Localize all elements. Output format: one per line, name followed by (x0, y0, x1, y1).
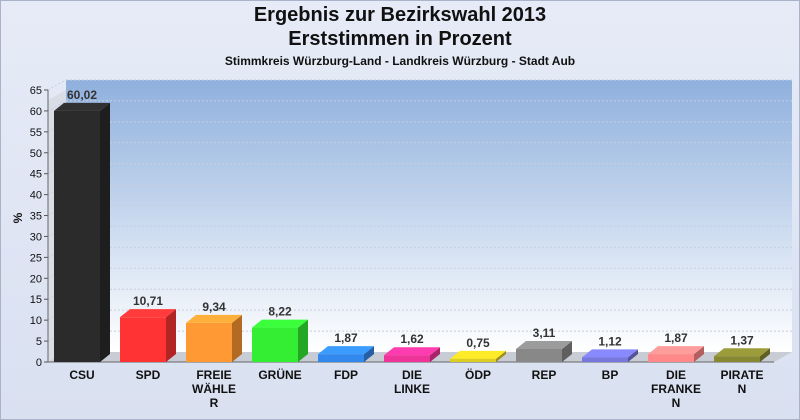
category-label: FREIE (196, 368, 231, 382)
category-label: N (738, 382, 747, 396)
y-tick-label: 5 (36, 336, 42, 348)
bar-side (100, 102, 110, 362)
y-tick-label: 35 (30, 211, 42, 223)
bar (450, 358, 496, 362)
bar-value-label: 3,11 (533, 326, 556, 340)
y-axis-title: % (11, 212, 25, 223)
bar-value-label: 0,75 (466, 336, 490, 350)
plot-back-wall (66, 80, 792, 352)
category-label: DIE (402, 368, 422, 382)
bar (516, 348, 562, 362)
bar-value-label: 60,02 (67, 88, 97, 102)
bar-value-label: 8,22 (268, 305, 292, 319)
bar-value-label: 9,34 (202, 300, 226, 314)
category-label: DIE (666, 368, 686, 382)
bar-value-label: 1,12 (598, 334, 622, 348)
bar-top (384, 347, 440, 356)
y-tick-label: 30 (30, 231, 42, 243)
chart-region: Stimmkreis Würzburg-Land - Landkreis Wür… (224, 54, 576, 68)
bar (186, 322, 232, 362)
bar-value-label: 1,62 (400, 332, 424, 346)
bar-top (252, 319, 308, 328)
bar-top (318, 346, 374, 355)
category-label: ÖDP (465, 367, 491, 382)
y-tick-label: 50 (30, 148, 42, 160)
bar (252, 327, 298, 362)
chart-title: Ergebnis zur Bezirkswahl 2013 (253, 4, 547, 26)
category-label: WÄHLE (192, 381, 236, 396)
bar-value-label: 1,37 (730, 333, 754, 347)
bar-value-label: 1,87 (664, 331, 688, 345)
y-tick-label: 15 (30, 294, 42, 306)
category-label: PIRATE (720, 368, 763, 382)
category-label: FRANKE (651, 382, 701, 396)
y-tick-label: 55 (30, 127, 42, 139)
bar-side (562, 340, 572, 362)
y-tick-label: 25 (30, 252, 42, 264)
bar-top (54, 102, 110, 111)
y-tick-label: 60 (30, 106, 42, 118)
bar-top (648, 346, 704, 355)
bar-top (120, 309, 176, 318)
bar-side (430, 347, 440, 362)
bar (318, 354, 364, 362)
bar-side (166, 309, 176, 362)
bar (582, 357, 628, 362)
gridline-wall (47, 79, 67, 91)
category-label: BP (602, 368, 619, 382)
bar (384, 355, 430, 362)
y-tick-label: 10 (30, 315, 42, 327)
bar-top (516, 340, 572, 349)
bar-side (694, 346, 704, 362)
gridline-wall (47, 100, 67, 112)
bar (120, 317, 166, 362)
category-label: N (672, 396, 681, 410)
bar-side (364, 346, 374, 362)
bar-side (298, 319, 308, 362)
category-label: REP (532, 368, 557, 382)
bar-top (582, 349, 638, 358)
bar-side (232, 314, 242, 362)
y-tick-label: 45 (30, 169, 42, 181)
category-label: FDP (334, 368, 358, 382)
category-label: LINKE (394, 382, 430, 396)
bar-top (450, 350, 506, 359)
bar (648, 354, 694, 362)
category-label: R (210, 396, 219, 410)
category-label: GRÜNE (258, 367, 301, 382)
category-label: SPD (136, 368, 161, 382)
y-tick-label: 20 (30, 273, 42, 285)
bar (714, 356, 760, 362)
bar-value-label: 1,87 (334, 331, 358, 345)
bar-side (760, 348, 770, 362)
y-tick-label: 0 (36, 357, 42, 369)
bar-top (714, 348, 770, 357)
y-tick-label: 65 (30, 85, 42, 97)
y-tick-label: 40 (30, 190, 42, 202)
bar (54, 110, 100, 362)
category-label: CSU (69, 368, 94, 382)
bar-value-label: 10,71 (133, 294, 163, 308)
bar-top (186, 314, 242, 323)
chart-subtitle: Erststimmen in Prozent (288, 28, 512, 50)
bar-side (496, 350, 506, 362)
bar-side (628, 349, 638, 362)
